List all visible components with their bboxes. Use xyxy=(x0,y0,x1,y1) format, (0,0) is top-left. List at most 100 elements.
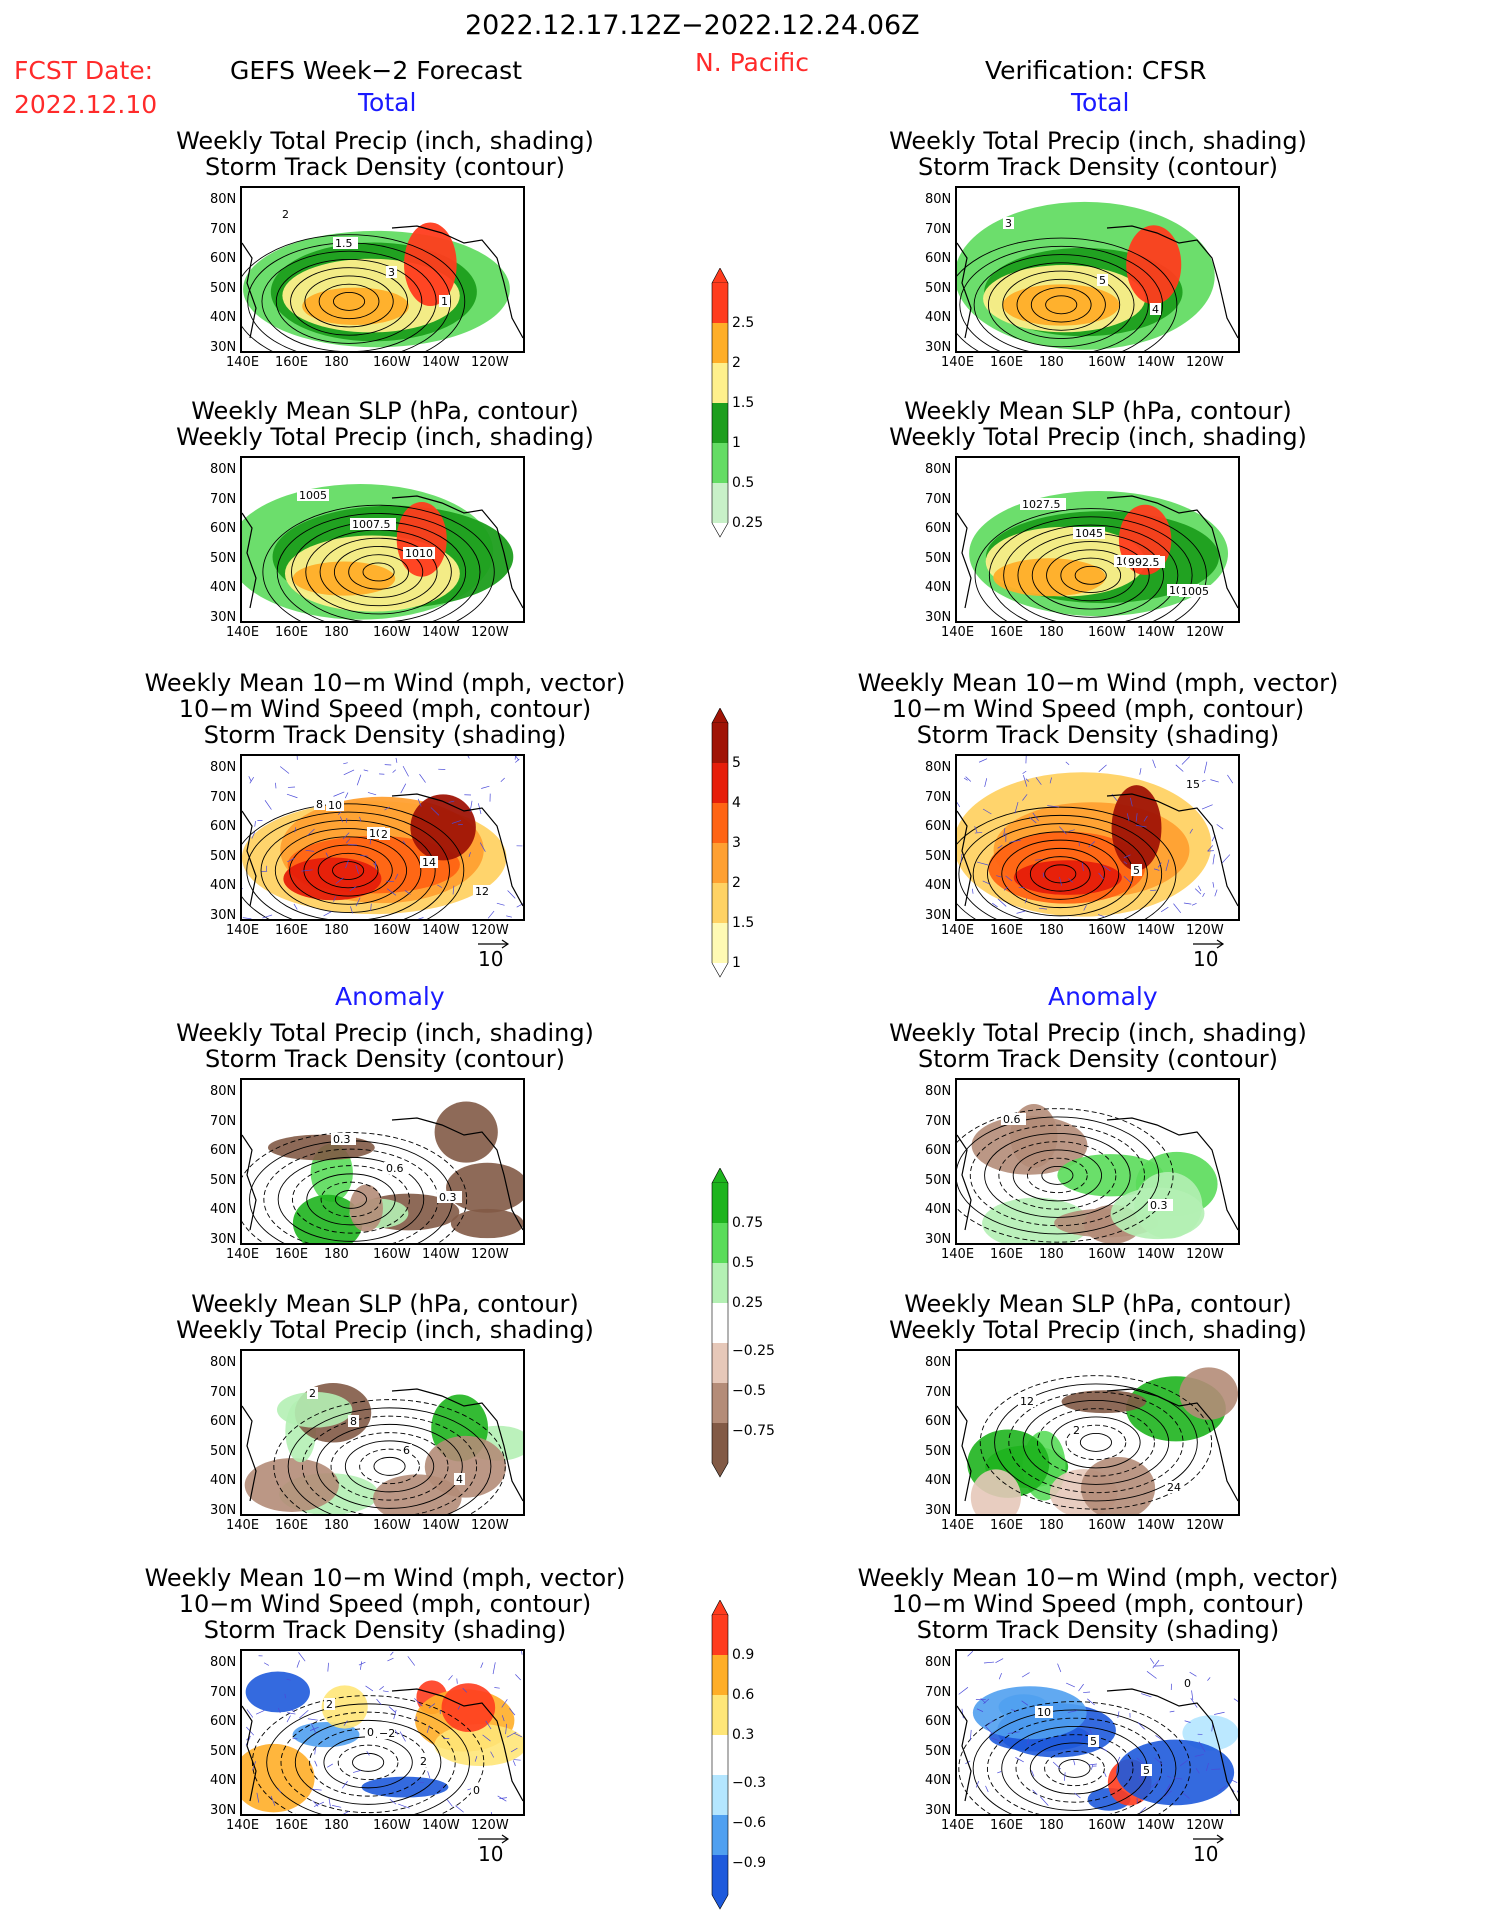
lon-tick-label: 120W xyxy=(471,1518,509,1533)
wind-vector xyxy=(367,792,377,796)
wind-vector xyxy=(1139,768,1142,775)
wind-vector xyxy=(1040,1796,1049,1806)
lon-tick-label: 140E xyxy=(941,625,975,640)
contour-label-bg xyxy=(401,1444,412,1456)
wind-vector xyxy=(287,857,295,863)
wind-vector xyxy=(437,884,443,888)
contour-label: 10 xyxy=(1037,1706,1051,1719)
section-anomaly-left: Anomaly xyxy=(335,982,445,1011)
wind-vector xyxy=(501,1699,508,1708)
colorbar-label: 0.25 xyxy=(732,1295,764,1311)
lon-tick-label: 160E xyxy=(275,625,309,640)
lon-tick-label: 120W xyxy=(1186,625,1224,640)
lon-tick-label: 140E xyxy=(226,923,260,938)
wind-vector-layer xyxy=(245,1651,523,1814)
colorbar-segment xyxy=(712,1815,728,1855)
wind-vector xyxy=(417,917,424,919)
contour-label-bg xyxy=(350,518,396,530)
colorbar-segment xyxy=(712,1383,728,1423)
wind-vector xyxy=(1038,907,1048,910)
contour-label: 0.3 xyxy=(1150,1199,1168,1212)
fcst-date-value: 2022.12.10 xyxy=(14,90,158,119)
wind-vector xyxy=(345,859,349,869)
wind-vector xyxy=(1175,764,1184,772)
colorbar-segment xyxy=(712,923,728,963)
contour-line xyxy=(1016,278,1106,331)
lat-tick-label: 70N xyxy=(925,221,952,237)
lat-tick-label: 70N xyxy=(210,1384,237,1400)
lat-tick-label: 80N xyxy=(925,760,952,775)
wind-vector xyxy=(482,1734,491,1742)
wind-vector xyxy=(1065,761,1070,766)
contour-label-bg xyxy=(1073,527,1105,539)
contour-label: 6 xyxy=(403,1444,410,1457)
vector-reference-label: 10 xyxy=(1193,947,1219,971)
lat-tick-label: 70N xyxy=(925,1113,952,1129)
lat-tick-label: 70N xyxy=(925,1384,952,1400)
coastline xyxy=(1106,1688,1238,1802)
map-panel-fcst-anom-slp-precip: 8 6 4 2 xyxy=(240,1349,525,1516)
wind-vector xyxy=(490,1811,492,1814)
colorbar-label: −0.75 xyxy=(732,1423,775,1439)
panel-title: Weekly Total Precip (inch, shading) Stor… xyxy=(176,127,594,181)
wind-vector xyxy=(1143,815,1148,822)
wind-vector xyxy=(958,1687,969,1695)
lat-tick-label: 40N xyxy=(210,1773,237,1788)
panel-title: Weekly Mean SLP (hPa, contour) Weekly To… xyxy=(889,397,1307,451)
wind-vector xyxy=(1022,794,1028,801)
map-canvas: 0.3 0.6 xyxy=(957,1104,1238,1243)
shading-region xyxy=(434,1724,523,1766)
wind-vector xyxy=(1212,882,1215,888)
contour-label: 1007.5 xyxy=(352,518,391,531)
contour-line xyxy=(969,1124,1145,1227)
contour-label-bg xyxy=(1035,1706,1053,1718)
wind-vector xyxy=(1032,1789,1038,1795)
map-canvas: 8 6 4 2 xyxy=(242,1383,523,1514)
contour-label: 2 xyxy=(1073,1424,1080,1437)
wind-vector xyxy=(382,1690,389,1693)
map-panel-verif-anom-wind-std: 0 10 5 5 xyxy=(955,1649,1240,1816)
colorbar-label: 0.9 xyxy=(732,1647,755,1663)
colorbar-segment xyxy=(712,1655,728,1695)
lat-tick-label: 30N xyxy=(925,1231,952,1247)
wind-vector xyxy=(1139,1768,1142,1780)
lon-tick-label: 140W xyxy=(422,1518,460,1533)
shading-region xyxy=(349,1184,383,1232)
contour-line xyxy=(1058,1758,1091,1778)
wind-vector xyxy=(1194,1754,1204,1757)
wind-vector xyxy=(1214,889,1218,897)
wind-vector xyxy=(457,1705,461,1710)
lat-tick-label: 60N xyxy=(925,1414,952,1429)
colorbar-segment xyxy=(712,1695,728,1735)
wind-vector xyxy=(977,861,989,866)
wind-vector xyxy=(314,1760,318,1767)
contour-label: 1027.5 xyxy=(1022,498,1061,511)
wind-vector xyxy=(1136,1757,1145,1765)
lon-tick-label: 160W xyxy=(373,923,411,938)
contour-line xyxy=(1012,1149,1103,1202)
wind-vector xyxy=(1059,876,1063,886)
panel-title: Weekly Mean 10−m Wind (mph, vector) 10−m… xyxy=(144,669,626,749)
lon-tick-label: 160E xyxy=(275,923,309,938)
wind-vector xyxy=(290,1708,295,1713)
wind-vector xyxy=(983,1698,990,1704)
lon-tick-label: 160W xyxy=(373,1247,411,1262)
lon-tick-label: 120W xyxy=(1186,1818,1224,1833)
coastline xyxy=(957,1405,972,1502)
wind-vector xyxy=(1233,1698,1238,1702)
wind-vector xyxy=(1103,1772,1107,1777)
wind-vector xyxy=(1024,898,1028,904)
wind-vector xyxy=(1198,885,1202,892)
contour-label-bg xyxy=(333,237,358,249)
contour-line xyxy=(304,275,394,328)
wind-vector xyxy=(1098,764,1107,773)
wind-vector xyxy=(296,1660,300,1668)
contour-line xyxy=(266,1703,470,1814)
contour-line xyxy=(316,1423,463,1509)
section-total-right: Total xyxy=(1071,88,1130,117)
colorbar-segment xyxy=(712,1735,728,1775)
contour-line xyxy=(1044,1750,1105,1787)
wind-vector xyxy=(1166,1785,1171,1792)
lon-tick-label: 140W xyxy=(422,1247,460,1262)
